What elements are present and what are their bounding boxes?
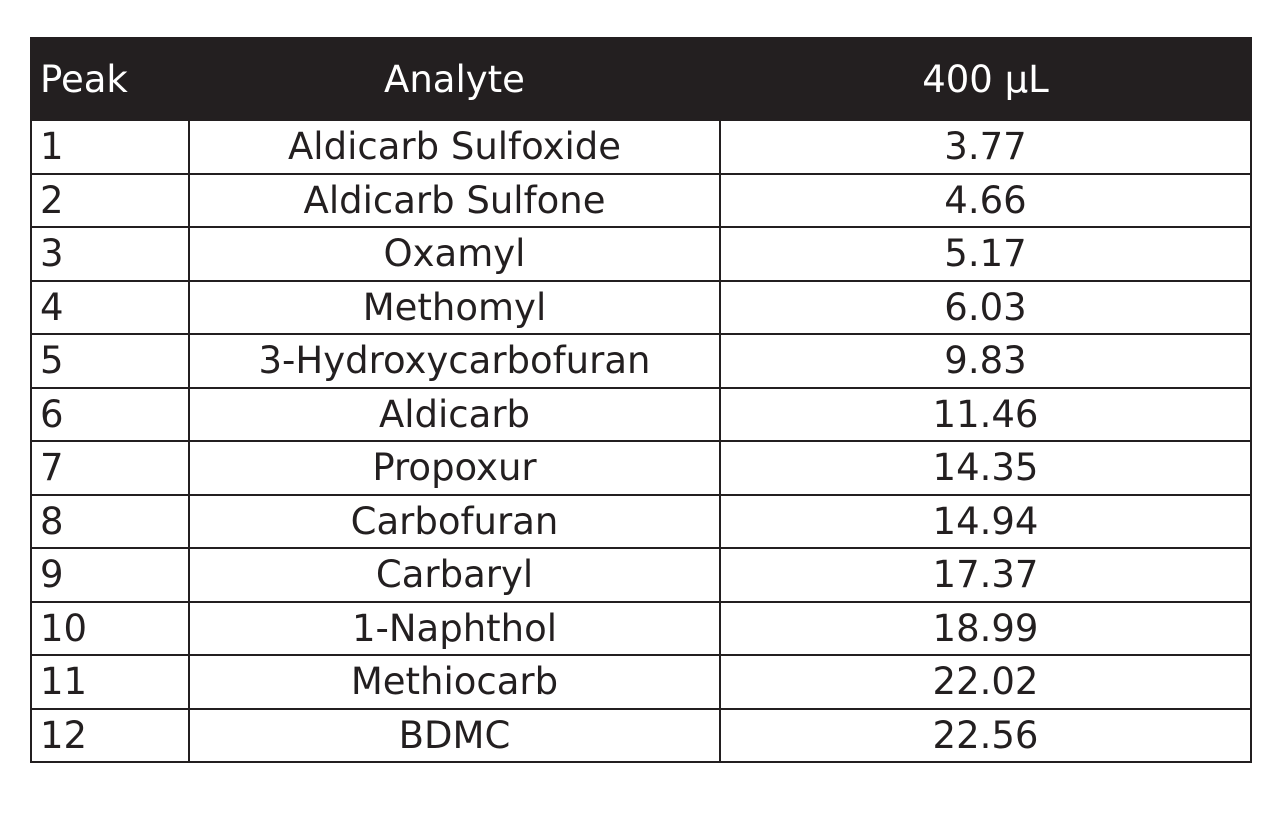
table-row: 9 Carbaryl 17.37 (30, 547, 1252, 603)
volume-value: 11.46 (719, 386, 1252, 442)
analyte-name: Aldicarb Sulfoxide (188, 119, 721, 175)
table-row: 1 Aldicarb Sulfoxide 3.77 (30, 119, 1252, 175)
peak-number: 4 (30, 279, 190, 335)
analyte-name: Carbofuran (188, 493, 721, 549)
volume-value: 17.37 (719, 547, 1252, 603)
peak-number: 5 (30, 333, 190, 389)
peak-number: 7 (30, 440, 190, 496)
table-row: 10 1-Naphthol 18.99 (30, 600, 1252, 656)
table-row: 8 Carbofuran 14.94 (30, 493, 1252, 549)
header-analyte: Analyte (188, 37, 721, 121)
volume-value: 5.17 (719, 226, 1252, 282)
analyte-name: Carbaryl (188, 547, 721, 603)
table-row: 6 Aldicarb 11.46 (30, 386, 1252, 442)
peak-number: 1 (30, 119, 190, 175)
peak-number: 12 (30, 707, 190, 763)
volume-value: 14.35 (719, 440, 1252, 496)
volume-value: 22.02 (719, 654, 1252, 710)
analyte-name: Aldicarb (188, 386, 721, 442)
header-row: Peak Analyte 400 µL (30, 37, 1252, 121)
analyte-name: BDMC (188, 707, 721, 763)
analyte-name: Methomyl (188, 279, 721, 335)
analyte-name: 1-Naphthol (188, 600, 721, 656)
table-row: 7 Propoxur 14.35 (30, 440, 1252, 496)
volume-value: 22.56 (719, 707, 1252, 763)
peak-number: 11 (30, 654, 190, 710)
analyte-name: Methiocarb (188, 654, 721, 710)
analyte-name: 3-Hydroxycarbofuran (188, 333, 721, 389)
results-table: Peak Analyte 400 µL 1 Aldicarb Sulfoxide… (30, 37, 1252, 763)
peak-number: 6 (30, 386, 190, 442)
header-peak: Peak (30, 37, 190, 121)
volume-value: 4.66 (719, 172, 1252, 228)
table-row: 12 BDMC 22.56 (30, 707, 1252, 763)
peak-number: 10 (30, 600, 190, 656)
analyte-name: Aldicarb Sulfone (188, 172, 721, 228)
table-header: Peak Analyte 400 µL (30, 37, 1252, 121)
analyte-name: Propoxur (188, 440, 721, 496)
header-volume: 400 µL (719, 37, 1252, 121)
volume-value: 14.94 (719, 493, 1252, 549)
peak-number: 2 (30, 172, 190, 228)
volume-value: 9.83 (719, 333, 1252, 389)
table-row: 3 Oxamyl 5.17 (30, 226, 1252, 282)
table-row: 11 Methiocarb 22.02 (30, 654, 1252, 710)
peak-number: 3 (30, 226, 190, 282)
volume-value: 18.99 (719, 600, 1252, 656)
table-row: 5 3-Hydroxycarbofuran 9.83 (30, 333, 1252, 389)
peak-number: 9 (30, 547, 190, 603)
volume-value: 3.77 (719, 119, 1252, 175)
volume-value: 6.03 (719, 279, 1252, 335)
analyte-name: Oxamyl (188, 226, 721, 282)
table-body: 1 Aldicarb Sulfoxide 3.77 2 Aldicarb Sul… (30, 119, 1252, 763)
peak-number: 8 (30, 493, 190, 549)
table-row: 4 Methomyl 6.03 (30, 279, 1252, 335)
table-row: 2 Aldicarb Sulfone 4.66 (30, 172, 1252, 228)
